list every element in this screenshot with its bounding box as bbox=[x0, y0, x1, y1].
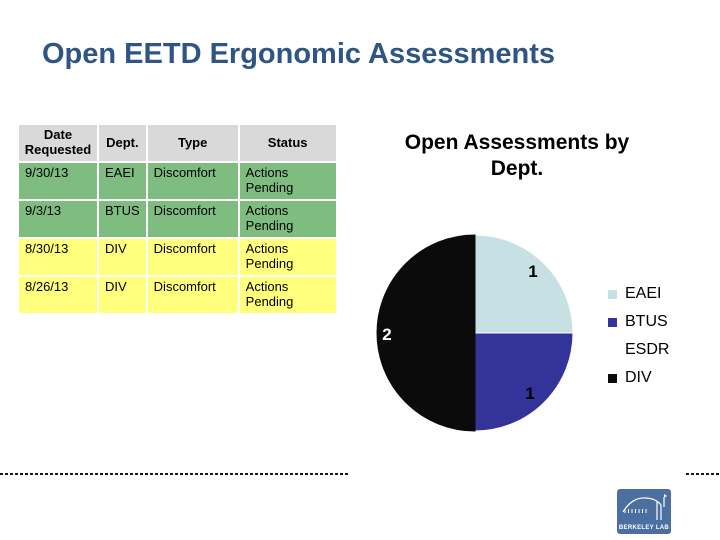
pie-label-div: 2 bbox=[382, 325, 391, 344]
legend-item-eaei: EAEI bbox=[608, 280, 669, 308]
cell-status: Actions Pending bbox=[239, 277, 336, 313]
column-header-date: Date Requested bbox=[19, 125, 97, 161]
legend-label: BTUS bbox=[625, 313, 668, 330]
logo-text: BERKELEY LAB bbox=[619, 525, 670, 531]
logo-dome-icon bbox=[622, 494, 667, 520]
cell-type: Discomfort bbox=[147, 277, 238, 313]
cell-type: Discomfort bbox=[147, 201, 238, 237]
cell-date: 9/30/13 bbox=[19, 163, 97, 199]
legend-swatch-esdr bbox=[608, 345, 617, 355]
legend-swatch-eaei bbox=[608, 289, 617, 299]
berkeley-lab-logo: BERKELEY LAB bbox=[617, 489, 671, 534]
column-header-type: Type bbox=[147, 125, 238, 161]
legend-label: DIV bbox=[625, 369, 652, 386]
pie-slice-div bbox=[376, 234, 476, 432]
column-header-status: Status bbox=[239, 125, 336, 161]
pie-chart-svg: 1 1 2 bbox=[376, 234, 574, 432]
cell-type: Discomfort bbox=[147, 163, 238, 199]
table-row: 8/26/13 DIV Discomfort Actions Pending bbox=[19, 277, 336, 313]
cell-date: 9/3/13 bbox=[19, 201, 97, 237]
cell-status: Actions Pending bbox=[239, 163, 336, 199]
footer-dotted-line-right bbox=[686, 473, 720, 475]
cell-date: 8/26/13 bbox=[19, 277, 97, 313]
logo-background bbox=[617, 489, 671, 534]
legend-label: ESDR bbox=[625, 341, 670, 358]
legend-item-div: DIV bbox=[608, 364, 669, 392]
cell-dept: EAEI bbox=[99, 163, 146, 199]
pie-slice-btus bbox=[474, 332, 574, 432]
cell-dept: DIV bbox=[99, 277, 146, 313]
berkeley-lab-logo-svg: BERKELEY LAB bbox=[617, 489, 671, 534]
legend-swatch-btus bbox=[608, 317, 617, 327]
slide-title: Open EETD Ergonomic Assessments bbox=[42, 38, 556, 70]
legend-item-esdr: ESDR bbox=[608, 336, 669, 364]
legend-label: EAEI bbox=[625, 285, 662, 302]
table-row: 9/3/13 BTUS Discomfort Actions Pending bbox=[19, 201, 336, 237]
cell-status: Actions Pending bbox=[239, 239, 336, 275]
chart-legend: EAEI BTUS ESDR DIV bbox=[608, 280, 669, 392]
logo-tick-marks bbox=[624, 509, 647, 513]
cell-type: Discomfort bbox=[147, 239, 238, 275]
table-row: 9/30/13 EAEI Discomfort Actions Pending bbox=[19, 163, 336, 199]
table-row: 8/30/13 DIV Discomfort Actions Pending bbox=[19, 239, 336, 275]
pie-chart: 1 1 2 bbox=[375, 233, 575, 433]
pie-label-eaei: 1 bbox=[528, 262, 537, 281]
cell-status: Actions Pending bbox=[239, 201, 336, 237]
assessments-table: Date Requested Dept. Type Status 9/30/13… bbox=[17, 123, 338, 315]
cell-dept: BTUS bbox=[99, 201, 146, 237]
cell-date: 8/30/13 bbox=[19, 239, 97, 275]
chart-title: Open Assessments by Dept. bbox=[404, 131, 630, 181]
pie-label-btus: 1 bbox=[525, 384, 534, 403]
legend-item-btus: BTUS bbox=[608, 308, 669, 336]
table-header-row: Date Requested Dept. Type Status bbox=[19, 125, 336, 161]
column-header-dept: Dept. bbox=[99, 125, 146, 161]
footer-dotted-line-left bbox=[0, 473, 348, 475]
cell-dept: DIV bbox=[99, 239, 146, 275]
pie-slice-eaei bbox=[474, 234, 574, 334]
legend-swatch-div bbox=[608, 373, 617, 383]
